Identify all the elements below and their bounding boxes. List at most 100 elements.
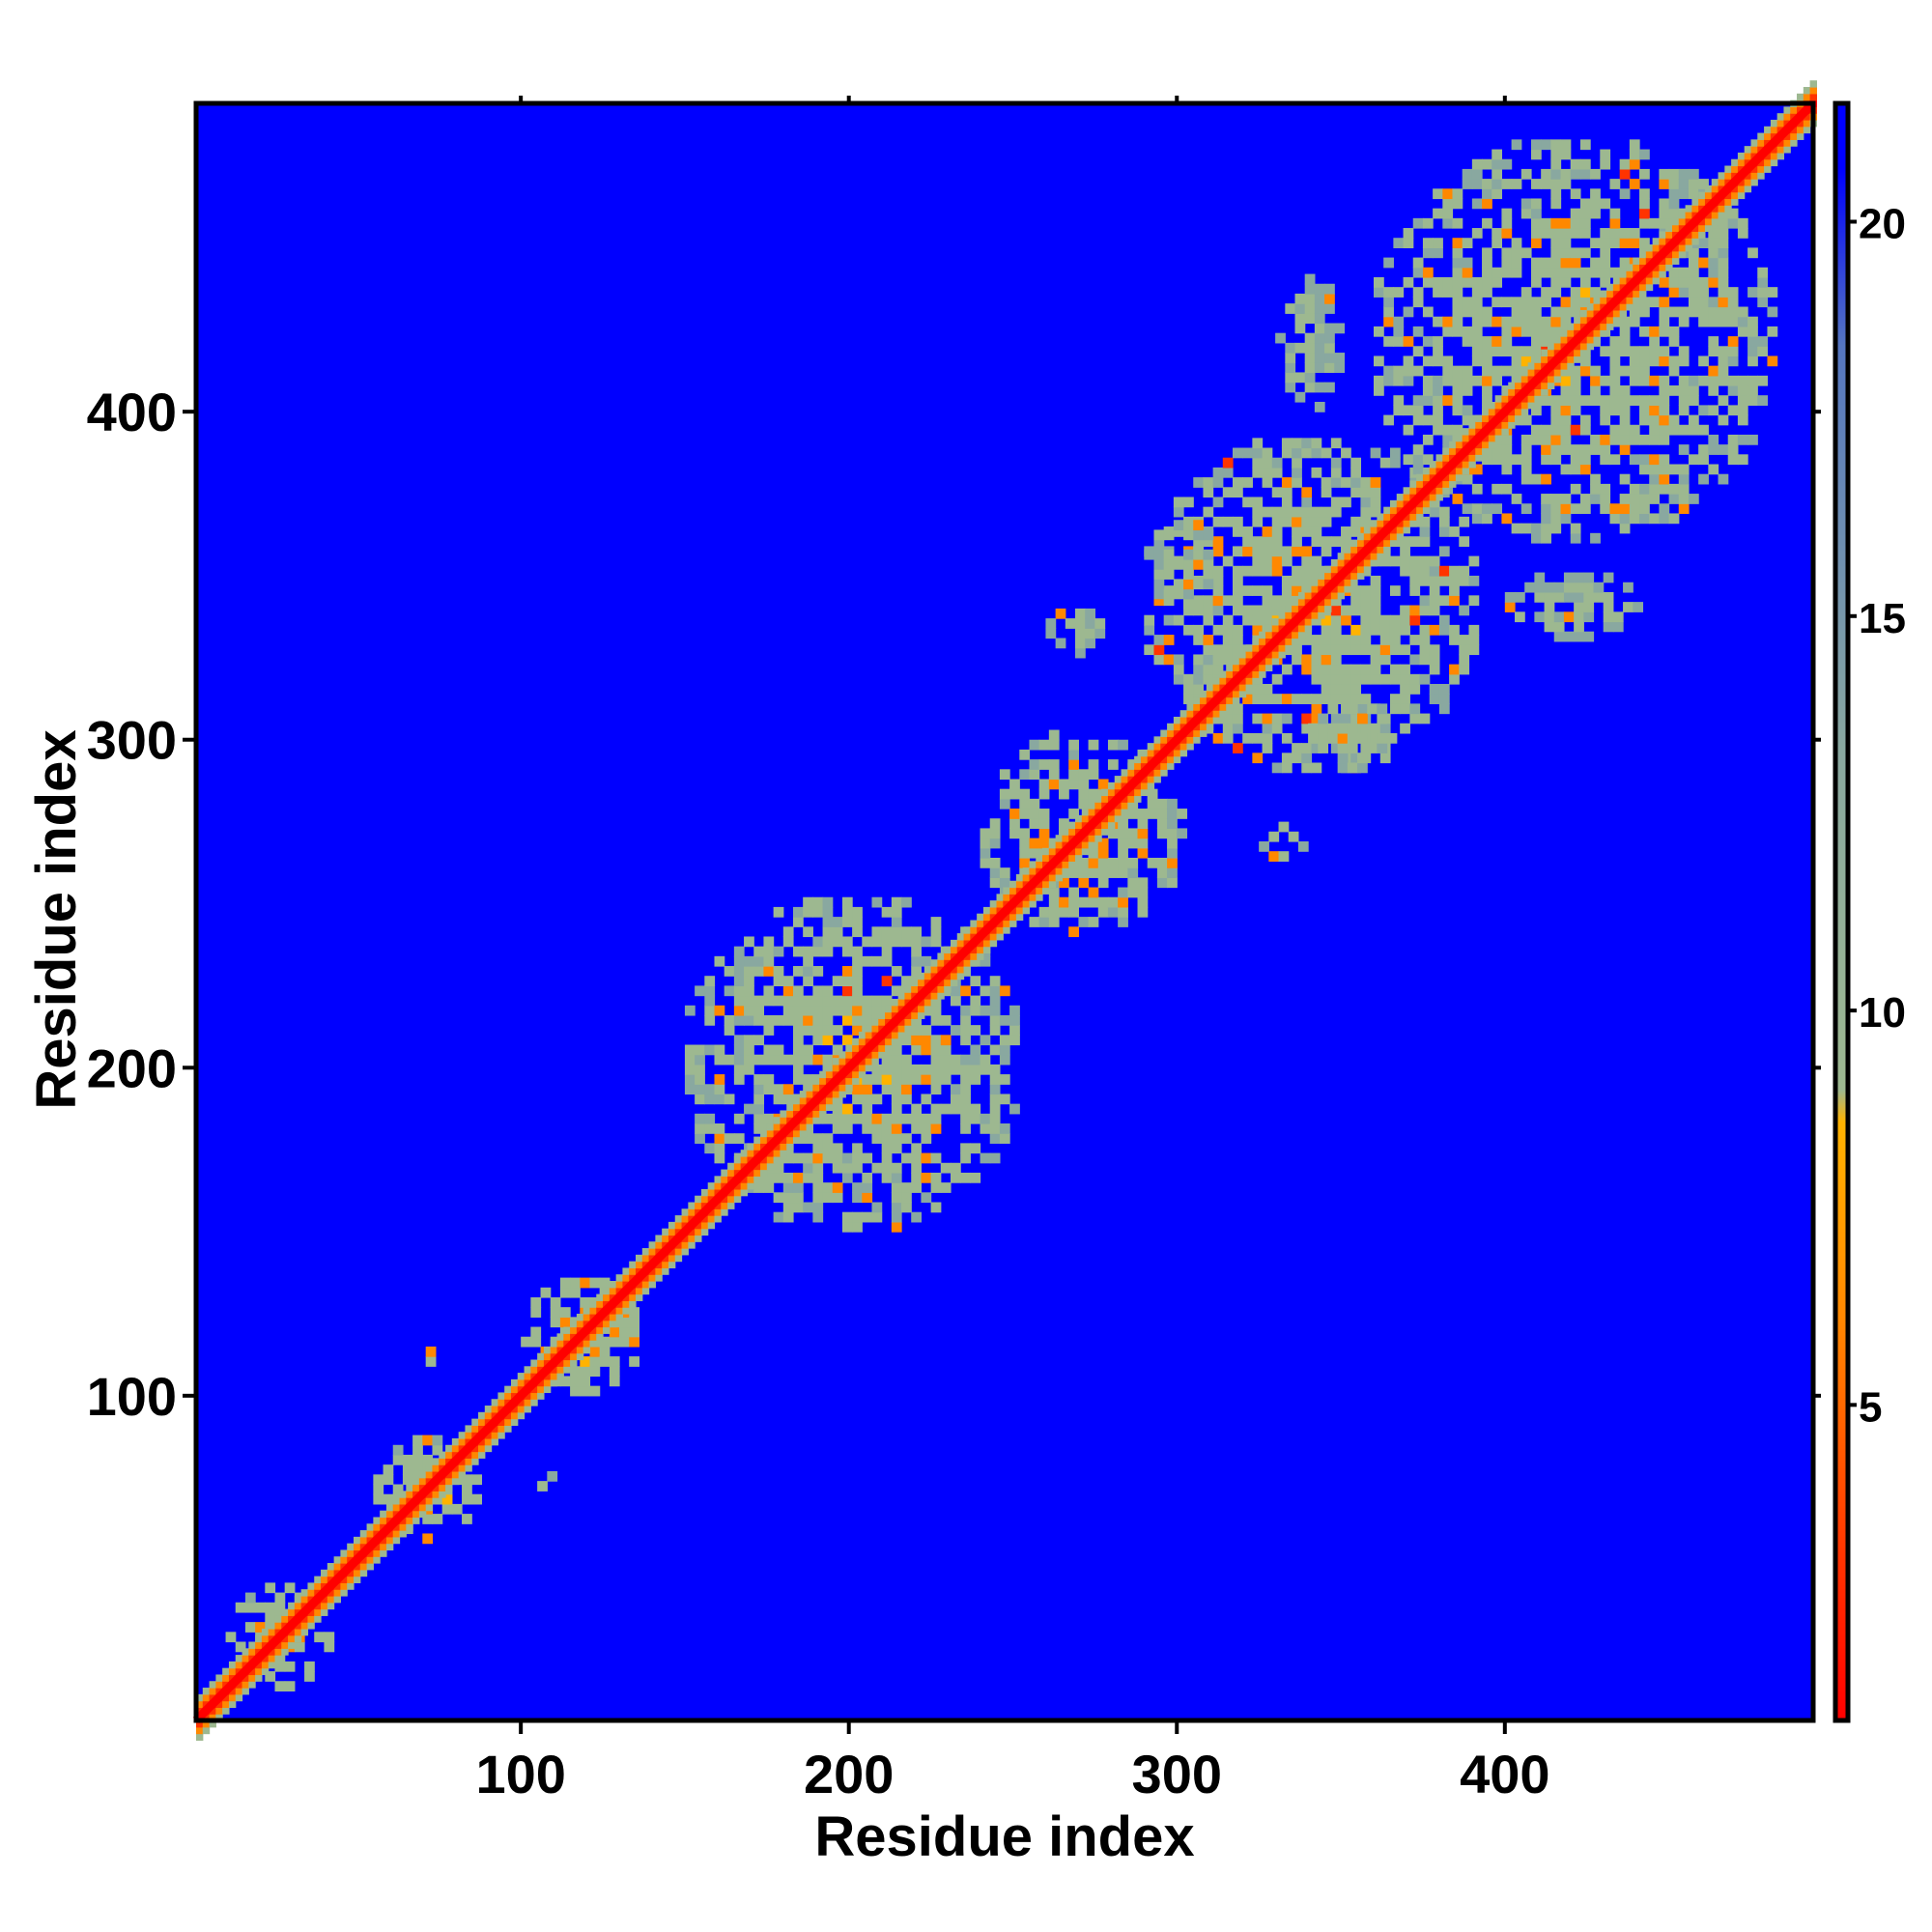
heatmap-cell [274,1622,282,1630]
heatmap-cell [1583,582,1595,593]
heatmap-cell [1088,828,1095,836]
heatmap-cell [281,1615,289,1623]
heatmap-cell [1492,267,1503,278]
heatmap-cell [753,966,765,977]
heatmap-cell [471,1444,479,1453]
heatmap-cell [1550,306,1562,318]
heatmap-cell [556,1373,564,1380]
colorbar [1833,100,1851,1723]
heatmap-cell [1344,572,1351,580]
heatmap-cell [1321,694,1332,704]
heatmap-cell [1520,297,1532,308]
heatmap-cell [1271,644,1280,652]
heatmap-cell [852,966,863,977]
heatmap-cell [1579,217,1591,229]
heatmap-cell [1334,353,1346,363]
heatmap-cell [960,1094,971,1105]
heatmap-cell [1560,329,1568,337]
heatmap-cell [858,1037,867,1046]
heatmap-cell [695,1064,705,1075]
heatmap-cell [1285,362,1296,374]
heatmap-cell [1232,713,1243,724]
heatmap-cell [1301,664,1313,675]
heatmap-cell [803,1025,813,1036]
heatmap-cell [1468,428,1476,436]
heatmap-cell [980,1113,991,1124]
heatmap-cell [1455,467,1463,475]
diagonal-band [192,80,1817,1741]
heatmap-cell [832,1113,843,1124]
heatmap-cell [760,1162,768,1171]
heatmap-cell [1281,506,1293,518]
heatmap-cell [1600,329,1607,337]
heatmap-cell [733,1005,745,1016]
heatmap-cell [1009,1035,1020,1046]
heatmap-cell [803,995,813,1007]
heatmap-cell [1442,316,1454,327]
heatmap-cell [1200,716,1208,724]
heatmap-cell [609,1287,617,1295]
heatmap-cell [478,1451,486,1459]
heatmap-cell [1619,503,1631,515]
heatmap-cell [1373,326,1384,337]
heatmap-cell [284,1582,296,1594]
heatmap-cell [383,1464,394,1475]
heatmap-cell [307,1608,315,1616]
heatmap-cell [681,1235,689,1242]
heatmap-cell [465,1432,472,1439]
heatmap-cell [1482,276,1492,288]
heatmap-cell [1475,414,1483,422]
heatmap-cell [510,1406,519,1413]
heatmap-cell [1570,503,1581,515]
heatmap-cell [911,1064,923,1075]
heatmap-cell [681,1241,689,1249]
heatmap-cell [1429,499,1437,508]
heatmap-cell [1600,414,1611,426]
heatmap-cell [1081,814,1090,823]
heatmap-cell [714,1044,725,1056]
heatmap-cell [1482,434,1490,442]
heatmap-cell [1586,336,1595,344]
heatmap-cell [1262,546,1273,557]
heatmap-cell [724,1025,735,1036]
heatmap-cell [695,1094,705,1105]
heatmap-cell [1183,529,1194,541]
heatmap-cell [1232,703,1243,715]
heatmap-cell [619,1336,630,1348]
heatmap-cell [1167,762,1175,770]
heatmap-cell [1471,276,1483,288]
heatmap-cell [904,1025,912,1033]
heatmap-cell [763,1054,775,1065]
heatmap-cell [274,1641,282,1649]
heatmap-cell [1639,414,1650,426]
heatmap-cell [950,1172,961,1183]
heatmap-cell [921,1133,932,1144]
heatmap-cell [786,1103,794,1112]
heatmap-cell [1304,332,1316,344]
heatmap-cell [1389,694,1401,704]
heatmap-cell [1459,516,1470,527]
heatmap-cell [1678,316,1690,327]
heatmap-cell [996,894,1004,901]
heatmap-cell [1494,434,1503,442]
heatmap-cell [1409,635,1421,645]
heatmap-cell [841,1113,853,1124]
heatmap-cell [1094,795,1102,803]
heatmap-cell [1107,781,1116,790]
heatmap-cell [228,1693,237,1702]
heatmap-cell [1285,605,1293,612]
heatmap-cell [724,1094,735,1105]
heatmap-cell [812,995,824,1007]
heatmap-cell [347,1543,355,1551]
heatmap-cell [792,1202,804,1213]
heatmap-cell [1567,349,1575,357]
heatmap-cell [825,1070,834,1079]
heatmap-cell [950,1162,961,1174]
heatmap-cell [1629,434,1640,445]
heatmap-cell [695,1228,702,1236]
heatmap-cell [744,1064,754,1075]
heatmap-cell [1649,355,1661,367]
heatmap-cell [1311,654,1322,666]
heatmap-cell [1088,847,1099,859]
heatmap-cell [1731,198,1739,206]
